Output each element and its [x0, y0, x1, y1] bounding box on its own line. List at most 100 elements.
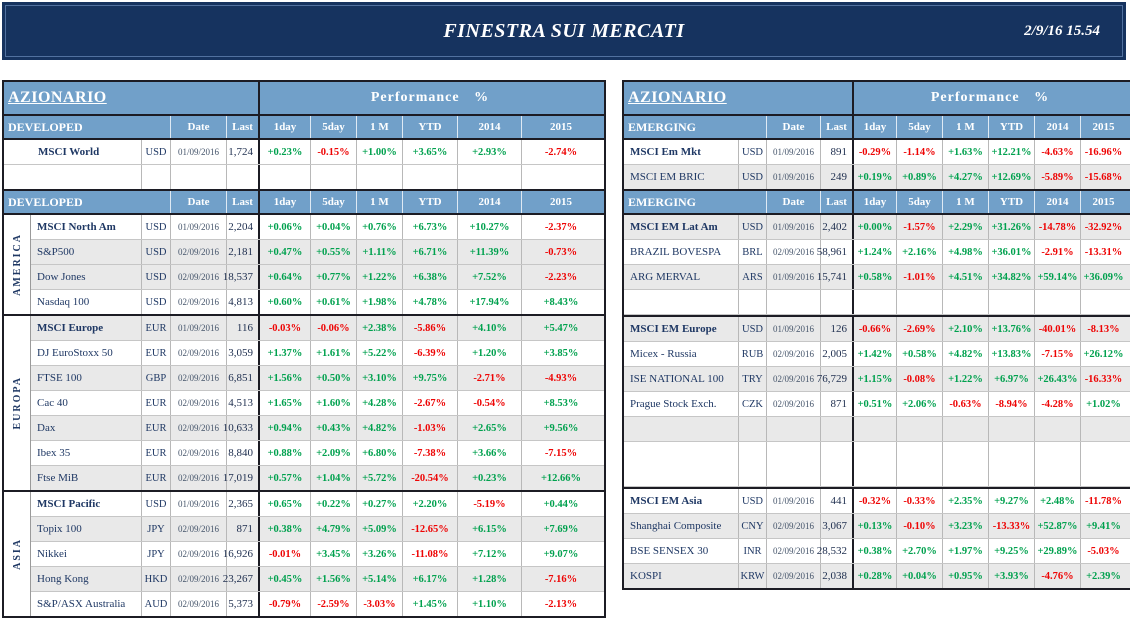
perf-2014: -2.91%: [1034, 240, 1080, 264]
price-date: 02/09/2016: [170, 567, 226, 591]
currency: USD: [141, 492, 170, 516]
index-row: S&P/ASX Australia AUD 02/09/2016 5,373 -0.79…: [31, 592, 604, 616]
currency: USD: [738, 140, 766, 164]
perf-1m: +1.11%: [356, 240, 402, 264]
perf-2015: +9.56%: [521, 416, 600, 440]
perf-5day: -0.15%: [310, 140, 356, 164]
perf-1day: +1.42%: [852, 342, 896, 366]
perf-2014: -5.19%: [457, 492, 521, 516]
instrument-name: S&P500: [37, 246, 75, 258]
instrument-name: MSCI North Am: [37, 221, 116, 233]
last-price: 4,513: [226, 391, 258, 415]
index-row: Hong Kong HKD 02/09/2016 23,267 +0.45% +1.56%…: [31, 567, 604, 592]
last-price: 126: [820, 317, 852, 341]
currency: EUR: [141, 441, 170, 465]
perf-1m: +1.22%: [356, 265, 402, 289]
perf-5day: -0.10%: [896, 514, 942, 538]
col-1day: 1day: [258, 191, 310, 213]
currency: AUD: [141, 592, 170, 616]
price-date: 02/09/2016: [766, 392, 820, 416]
perf-1m: [356, 165, 402, 189]
price-date: 01/09/2016: [170, 215, 226, 239]
instrument-name: MSCI EM Lat Am: [630, 221, 718, 233]
perf-2014: -5.89%: [1034, 165, 1080, 189]
perf-1m: +4.98%: [942, 240, 988, 264]
blank-cell: [738, 442, 766, 486]
index-row: KOSPI KRW 02/09/2016 2,038 +0.28% +0.04% +0.95…: [624, 564, 1130, 588]
perf-2015: +5.47%: [521, 316, 600, 340]
currency: USD: [738, 489, 766, 513]
blank-cell: [738, 417, 766, 441]
index-row: Nasdaq 100 USD 02/09/2016 4,813 +0.60% +0.61%…: [31, 290, 604, 314]
currency: EUR: [141, 316, 170, 340]
currency: USD: [141, 265, 170, 289]
currency: ARS: [738, 265, 766, 289]
perf-ytd: +6.38%: [402, 265, 457, 289]
col-1day: 1day: [258, 116, 310, 138]
price-date: 02/09/2016: [766, 342, 820, 366]
index-row: MSCI Europe EUR 01/09/2016 116 -0.03% -0.06% +…: [31, 316, 604, 341]
blank-cell: [852, 417, 896, 441]
perf-ytd: +31.26%: [988, 215, 1034, 239]
price-date: 02/09/2016: [766, 367, 820, 391]
currency: EUR: [141, 341, 170, 365]
col-date: Date: [766, 191, 820, 213]
perf-2014: [457, 165, 521, 189]
perf-1m: +1.22%: [942, 367, 988, 391]
perf-1m: +3.26%: [356, 542, 402, 566]
section-title: AZIONARIO: [8, 89, 107, 106]
currency: USD: [141, 290, 170, 314]
perf-1day: [258, 165, 310, 189]
perf-1m: +2.35%: [942, 489, 988, 513]
col-ytd: YTD: [988, 191, 1034, 213]
section-title: AZIONARIO: [628, 89, 727, 106]
performance-header: Performance %: [852, 82, 1126, 114]
perf-ytd: +12.21%: [988, 140, 1034, 164]
price-date: 02/09/2016: [170, 466, 226, 490]
blank-cell: [624, 442, 738, 486]
index-row: MSCI World USD 01/09/2016 1,724 +0.23% -0.15%…: [4, 140, 604, 165]
instrument-name: Micex - Russia: [630, 348, 697, 360]
currency: HKD: [141, 567, 170, 591]
instrument-name: Prague Stock Exch.: [630, 398, 717, 410]
col-5day: 5day: [310, 191, 356, 213]
perf-2015: +2.39%: [1080, 564, 1126, 588]
col-1day: 1day: [852, 191, 896, 213]
perf-ytd: +9.27%: [988, 489, 1034, 513]
index-row: FTSE 100 GBP 02/09/2016 6,851 +1.56% +0.50% +3…: [31, 366, 604, 391]
perf-2015: +36.09%: [1080, 265, 1126, 289]
col-2014: 2014: [457, 116, 521, 138]
perf-2015: +1.02%: [1080, 392, 1126, 416]
perf-2014: -40.01%: [1034, 317, 1080, 341]
em-group: MSCI EM Europe USD 01/09/2016 126 -0.66% -2.6…: [624, 315, 1130, 416]
perf-2014: +26.43%: [1034, 367, 1080, 391]
price-date: 01/09/2016: [766, 265, 820, 289]
perf-1day: -0.32%: [852, 489, 896, 513]
blank-cell: [988, 417, 1034, 441]
price-date: 01/09/2016: [170, 492, 226, 516]
perf-ytd: +6.17%: [402, 567, 457, 591]
price-date: 01/09/2016: [766, 140, 820, 164]
report-title: FINESTRA SUI MERCATI: [443, 19, 685, 42]
perf-ytd: +36.01%: [988, 240, 1034, 264]
region-label: EUROPA: [4, 316, 31, 490]
perf-1day: +0.60%: [258, 290, 310, 314]
perf-5day: -2.69%: [896, 317, 942, 341]
blank-cell: [852, 290, 896, 314]
index-row: Nikkei JPY 02/09/2016 16,926 -0.01% +3.45% +3.…: [31, 542, 604, 567]
perf-2014: +3.66%: [457, 441, 521, 465]
perf-ytd: +2.20%: [402, 492, 457, 516]
perf-1m: +3.23%: [942, 514, 988, 538]
perf-2014: +29.89%: [1034, 539, 1080, 563]
perf-1m: +2.38%: [356, 316, 402, 340]
perf-1day: +0.38%: [852, 539, 896, 563]
perf-2015: [521, 165, 600, 189]
block-label: DEVELOPED: [8, 119, 83, 134]
perf-5day: [310, 165, 356, 189]
instrument-name: MSCI World: [38, 146, 100, 158]
perf-1day: -0.66%: [852, 317, 896, 341]
region-group-america: AMERICA MSCI North Am USD 01/09/2016 2,204 +0…: [4, 215, 604, 314]
col-ytd: YTD: [402, 116, 457, 138]
col-last: Last: [820, 191, 852, 213]
blank-cell: [766, 442, 820, 486]
